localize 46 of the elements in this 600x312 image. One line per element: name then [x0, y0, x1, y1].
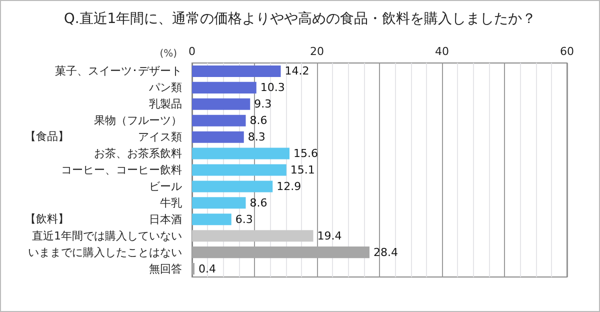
x-tick-label: 20: [310, 45, 324, 58]
y-tick-label: お茶、お茶系飲料: [94, 147, 182, 160]
bar: [192, 164, 286, 176]
y-tick-label: 乳製品: [149, 98, 182, 111]
y-tick-label: コーヒー、コーヒー飲料: [61, 164, 182, 176]
y-tick-label: アイス類: [138, 130, 182, 144]
chart-title: Q.直近1年間に、通常の価格よりやや高めの食品・飲料を購入しましたか？: [64, 11, 536, 27]
y-tick-label: 果物（フルーツ）: [94, 114, 182, 128]
y-tick-label: 直近1年間では購入していない: [32, 229, 182, 242]
y-tick-label: 無回答: [149, 262, 182, 276]
bar: [192, 148, 290, 160]
bar: [192, 114, 246, 126]
data-label: 9.3: [254, 98, 272, 111]
x-tick-label: 0: [188, 45, 196, 58]
bar: [192, 98, 250, 110]
y-tick-label: ビール: [149, 180, 182, 193]
x-tick-label: 40: [435, 45, 449, 58]
data-label: 19.4: [317, 229, 342, 242]
bar: [192, 131, 244, 143]
bar: [192, 65, 281, 77]
bar: [192, 180, 273, 192]
data-label: 8.6: [250, 114, 268, 128]
y-tick-label: パン類: [148, 81, 182, 94]
bar: [192, 197, 246, 209]
bar: [192, 246, 370, 258]
y-tick-label: 牛乳: [160, 196, 182, 210]
data-label: 28.4: [374, 246, 398, 259]
x-tick-label: 60: [560, 45, 574, 58]
text: 【食品】: [25, 130, 69, 144]
x-axis-title: (%): [160, 48, 178, 60]
bar: [192, 214, 232, 226]
text: 【飲料】: [25, 212, 69, 226]
data-label: 10.3: [260, 81, 285, 94]
data-label: 8.6: [250, 196, 268, 210]
bar: [192, 230, 314, 242]
data-label: 6.3: [235, 212, 253, 226]
data-label: 15.1: [290, 164, 315, 176]
y-tick-label: 日本酒: [149, 212, 182, 226]
data-label: 8.3: [248, 130, 266, 144]
y-tick-label: 菓子、スイーツ･デザート: [55, 64, 182, 78]
data-label: 0.4: [198, 262, 216, 276]
data-label: 15.6: [294, 147, 318, 160]
y-tick-label: いままでに購入したことはない: [28, 246, 182, 259]
data-label: 12.9: [276, 180, 302, 193]
data-label: 14.2: [284, 64, 310, 78]
bar: [192, 82, 256, 94]
